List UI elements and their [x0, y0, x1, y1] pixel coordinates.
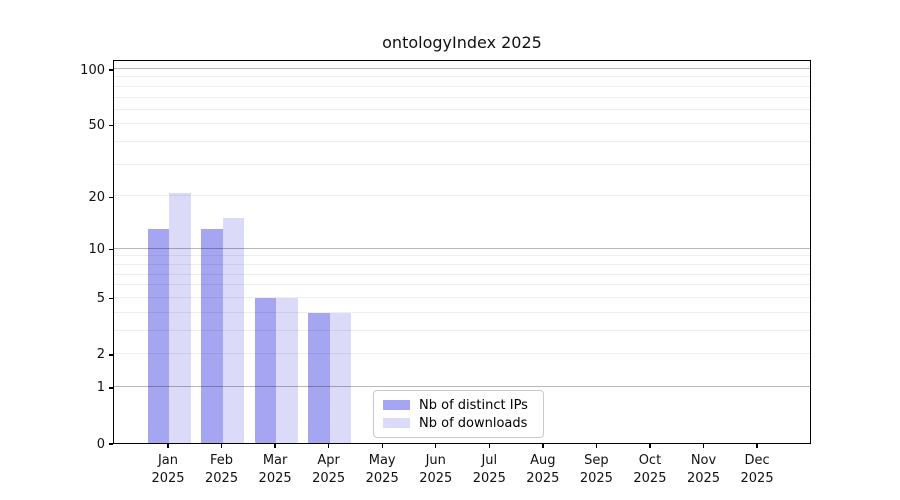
y-tick-label-20: 20 — [88, 189, 105, 205]
legend-swatch-distinct-ips — [383, 400, 410, 410]
x-tick-feb — [220, 444, 223, 448]
y-tick-1 — [109, 387, 113, 389]
gridline-minor-70 — [114, 96, 810, 98]
gridline-major-10 — [114, 247, 810, 249]
x-tick-label-aug: Aug 2025 — [526, 453, 560, 486]
gridline-minor-3 — [114, 329, 810, 331]
y-tick-50 — [109, 124, 113, 127]
y-tick-label-10: 10 — [88, 242, 105, 258]
legend-item-distinct-ips: Nb of distinct IPs — [383, 398, 543, 413]
x-tick-label-jun: Jun 2025 — [419, 453, 453, 486]
gridline-minor-5 — [114, 296, 810, 298]
gridline-minor-20 — [114, 195, 810, 197]
x-tick-mar — [274, 444, 276, 448]
y-tick-label-2: 2 — [96, 347, 105, 363]
bar-distinct-ips-jan — [147, 229, 169, 443]
gridline-minor-4 — [114, 311, 810, 313]
y-tick-0 — [109, 443, 113, 445]
y-tick-label-100: 100 — [80, 62, 105, 78]
y-tick-label-1: 1 — [96, 380, 105, 396]
x-tick-jul — [488, 444, 490, 448]
x-tick-jan — [167, 444, 169, 448]
y-tick-label-0: 0 — [96, 436, 105, 452]
x-tick-label-oct: Oct 2025 — [633, 453, 667, 486]
gridline-minor-2 — [114, 352, 810, 354]
y-tick-label-5: 5 — [96, 291, 105, 307]
gridline-minor-9 — [114, 255, 810, 257]
gridline-minor-60 — [114, 108, 810, 110]
x-tick-sep — [595, 444, 598, 448]
x-tick-label-jul: Jul 2025 — [472, 453, 506, 486]
bar-distinct-ips-mar — [254, 297, 277, 443]
x-tick-apr — [327, 444, 330, 448]
x-tick-label-dec: Dec 2025 — [740, 453, 774, 486]
x-tick-nov — [702, 444, 705, 448]
bar-downloads-feb — [222, 218, 245, 443]
y-tick-5 — [109, 298, 113, 300]
gridline-minor-90 — [114, 76, 810, 78]
x-tick-may — [381, 444, 383, 448]
y-tick-label-50: 50 — [88, 117, 105, 133]
y-tick-2 — [109, 354, 113, 356]
chart-title: ontologyIndex 2025 — [382, 33, 542, 52]
x-tick-label-mar: Mar 2025 — [258, 453, 292, 486]
y-tick-20 — [109, 196, 113, 198]
x-tick-dec — [756, 444, 758, 448]
x-tick-jun — [435, 444, 437, 448]
gridline-minor-8 — [114, 263, 810, 265]
gridline-minor-7 — [114, 273, 810, 275]
y-tick-10 — [109, 248, 113, 251]
bar-downloads-apr — [329, 312, 352, 443]
plot-area — [113, 60, 811, 444]
legend-item-downloads: Nb of downloads — [383, 416, 543, 431]
x-tick-aug — [542, 444, 544, 448]
x-tick-label-jan: Jan 2025 — [151, 453, 185, 486]
legend-label-distinct-ips: Nb of distinct IPs — [419, 397, 528, 413]
gridline-minor-80 — [114, 85, 810, 87]
y-tick-100 — [109, 69, 113, 71]
legend-label-downloads: Nb of downloads — [419, 415, 528, 431]
x-tick-label-sep: Sep 2025 — [579, 453, 613, 486]
gridline-minor-6 — [114, 284, 810, 286]
gridline-major-100 — [114, 68, 810, 69]
x-tick-oct — [649, 444, 651, 448]
gridline-minor-30 — [114, 163, 810, 165]
legend: Nb of distinct IPs Nb of downloads — [373, 390, 544, 438]
bar-distinct-ips-apr — [308, 312, 330, 443]
x-tick-label-apr: Apr 2025 — [312, 453, 346, 486]
x-tick-label-feb: Feb 2025 — [205, 453, 239, 486]
bar-distinct-ips-feb — [201, 229, 223, 443]
legend-swatch-downloads — [383, 418, 410, 428]
gridline-major-1 — [114, 385, 810, 387]
bar-downloads-mar — [276, 297, 298, 443]
gridline-minor-50 — [114, 123, 810, 125]
gridline-minor-40 — [114, 141, 810, 143]
x-tick-label-nov: Nov 2025 — [686, 453, 721, 486]
x-tick-label-may: May 2025 — [365, 453, 399, 486]
bar-downloads-jan — [169, 192, 191, 443]
